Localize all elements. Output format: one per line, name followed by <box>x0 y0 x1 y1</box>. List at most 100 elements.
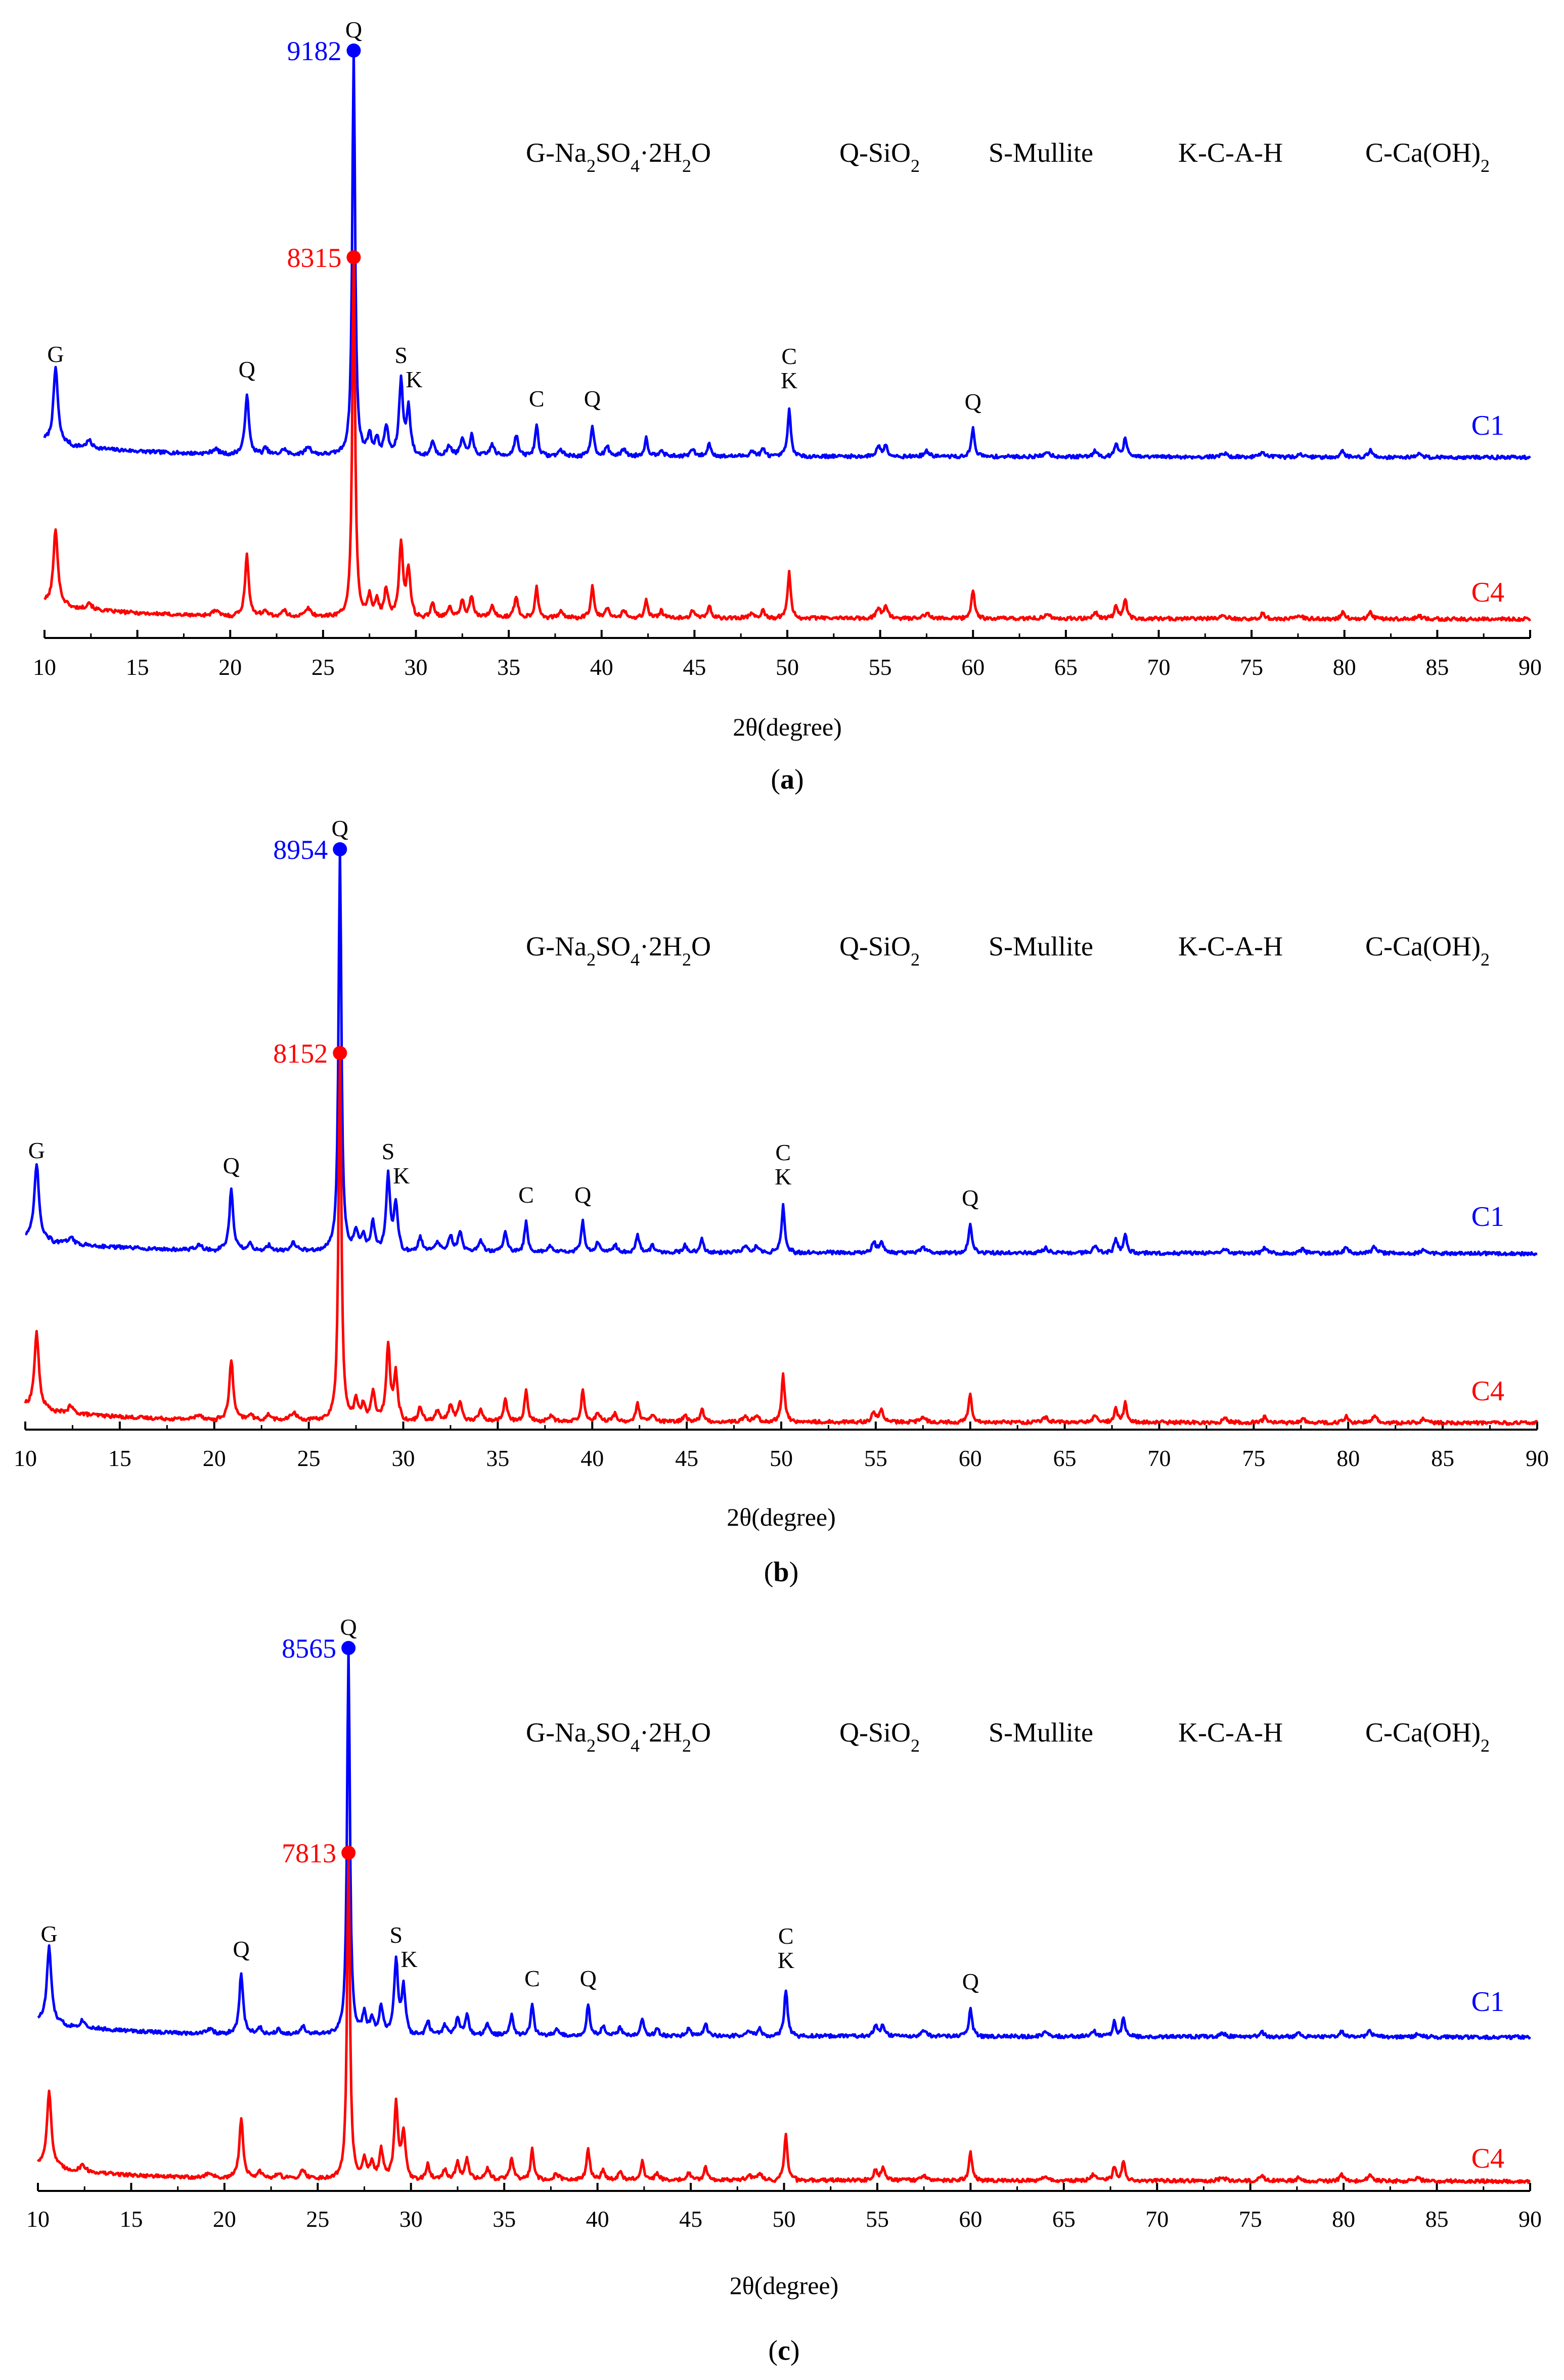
x-tick-label: 75 <box>1242 1445 1265 1471</box>
peak-phase-label: K <box>781 368 797 393</box>
x-tick-label: 75 <box>1239 2206 1262 2232</box>
x-tick-label: 15 <box>108 1445 131 1471</box>
xrd-panel-b: 10 15 20 25 30 35 40 45 50 55 60 65 70 75 80 85 90 2θ(deg… <box>14 815 1549 1588</box>
series-label-c1: C1 <box>1471 1986 1504 2018</box>
peak-phase-label: Q <box>965 389 981 415</box>
x-tick-label: 70 <box>1145 2206 1169 2232</box>
x-axis-title: 2θ(degree) <box>727 1503 835 1531</box>
x-tick-label: 60 <box>959 2206 982 2232</box>
c4-max-marker <box>333 1046 347 1060</box>
panel-label: (b) <box>764 1557 798 1588</box>
x-tick-label: 30 <box>392 1445 415 1471</box>
x-tick-label: 65 <box>1053 1445 1077 1471</box>
x-tick-label: 30 <box>405 654 428 680</box>
max-peak-phase-label: Q <box>345 17 362 42</box>
x-tick-label: 20 <box>213 2206 236 2232</box>
peak-phase-label: K <box>393 1163 410 1188</box>
series-label-c4: C4 <box>1471 1376 1504 1407</box>
peak-phase-label: C <box>781 343 797 369</box>
xrd-panel-a: 10 15 20 25 30 35 40 45 50 55 60 65 70 75 80 85 90 2θ(deg… <box>33 17 1542 795</box>
x-tick-label: 35 <box>497 654 520 680</box>
peak-phase-label: G <box>47 341 64 367</box>
x-axis-title: 2θ(degree) <box>730 2271 838 2300</box>
x-tick-label: 75 <box>1240 654 1263 680</box>
peak-phase-label: G <box>28 1137 45 1163</box>
series-c1-line <box>37 1648 1532 2040</box>
peak-phase-label: K <box>778 1947 794 1973</box>
peak-phase-label: G <box>41 1921 58 1947</box>
x-tick-label: 40 <box>590 654 613 680</box>
x-tick-label: 80 <box>1333 654 1356 680</box>
phase-legend: G-Na2SO4·2H2O Q-SiO2 S-Mullite K-C-A-H C-Ca(… <box>526 138 1490 176</box>
xrd-panel-c: 10 15 20 25 30 35 40 45 50 55 60 65 70 75 80 85 90 2θ(deg… <box>26 1614 1542 2366</box>
series-c1-line <box>25 848 1538 1257</box>
x-tick-label: 40 <box>586 2206 609 2232</box>
x-tick-label: 70 <box>1147 654 1171 680</box>
series-label-c1: C1 <box>1471 1201 1504 1232</box>
x-tick-label: 35 <box>486 1445 509 1471</box>
legend-item: G-Na2SO4·2H2O <box>526 138 711 176</box>
c1-max-marker <box>346 43 361 58</box>
x-tick-label: 10 <box>26 2206 50 2232</box>
c4-max-marker <box>341 1846 356 1860</box>
series-c4-line <box>24 1054 1538 1426</box>
x-tick-label: 45 <box>675 1445 698 1471</box>
x-tick-label: 90 <box>1518 654 1542 680</box>
max-peak-phase-label: Q <box>340 1614 357 1640</box>
c4-max-value-label: 8315 <box>287 243 341 273</box>
c1-max-value-label: 9182 <box>287 36 341 66</box>
x-tick-label: 20 <box>203 1445 226 1471</box>
series-label-c4: C4 <box>1471 577 1504 608</box>
peak-phase-label: C <box>775 1139 791 1165</box>
legend-item: C-Ca(OH)2 <box>1365 1717 1490 1756</box>
x-tick-label: 50 <box>776 654 799 680</box>
peak-phase-label: Q <box>962 1969 979 1994</box>
peak-phase-label: Q <box>580 1965 597 1991</box>
peak-phase-label: C <box>518 1182 534 1208</box>
x-tick-label: 25 <box>306 2206 329 2232</box>
legend-item: S-Mullite <box>989 1717 1093 1748</box>
x-tick-label: 70 <box>1148 1445 1171 1471</box>
series-c1-line <box>43 49 1531 461</box>
x-tick-label: 40 <box>580 1445 604 1471</box>
legend-item: C-Ca(OH)2 <box>1365 138 1490 176</box>
x-tick-label: 10 <box>14 1445 37 1471</box>
max-peak-phase-label: Q <box>332 815 348 841</box>
peak-phase-label: Q <box>574 1182 591 1208</box>
peak-phase-label: S <box>382 1138 395 1164</box>
series-c4-line <box>36 1853 1531 2184</box>
legend-item: K-C-A-H <box>1178 1717 1283 1748</box>
x-tick-label: 55 <box>866 2206 889 2232</box>
legend-item: Q-SiO2 <box>839 1717 920 1756</box>
x-tick-label: 65 <box>1052 2206 1076 2232</box>
peak-phase-label: C <box>529 386 545 411</box>
x-tick-label: 65 <box>1054 654 1078 680</box>
c4-max-value-label: 8152 <box>273 1038 328 1069</box>
x-tick-label: 80 <box>1336 1445 1360 1471</box>
legend-item: S-Mullite <box>989 931 1093 962</box>
c1-max-marker <box>333 842 347 856</box>
x-tick-label: 25 <box>297 1445 321 1471</box>
x-tick-label: 90 <box>1518 2206 1542 2232</box>
x-tick-label: 55 <box>869 654 892 680</box>
x-tick-label: 55 <box>864 1445 887 1471</box>
legend-item: S-Mullite <box>989 138 1093 168</box>
peak-phase-label: C <box>524 1965 540 1991</box>
phase-legend: G-Na2SO4·2H2O Q-SiO2 S-Mullite K-C-A-H C-Ca(… <box>526 1717 1490 1756</box>
x-tick-label: 50 <box>770 1445 793 1471</box>
peak-phase-label: K <box>775 1164 791 1189</box>
x-tick-label: 85 <box>1425 2206 1449 2232</box>
peak-phase-label: Q <box>962 1185 978 1211</box>
x-tick-label: 45 <box>679 2206 702 2232</box>
series-label-c1: C1 <box>1471 410 1504 441</box>
peak-phase-label: Q <box>223 1153 240 1178</box>
legend-item: Q-SiO2 <box>839 138 920 176</box>
panel-label: (c) <box>768 2335 799 2366</box>
peak-phase-label: Q <box>584 386 601 411</box>
peak-phase-label: S <box>389 1922 403 1948</box>
x-tick-label: 85 <box>1431 1445 1454 1471</box>
phase-legend: G-Na2SO4·2H2O Q-SiO2 S-Mullite K-C-A-H C-Ca(… <box>526 931 1490 970</box>
panel-label: (a) <box>771 764 803 795</box>
legend-item: Q-SiO2 <box>839 931 920 970</box>
